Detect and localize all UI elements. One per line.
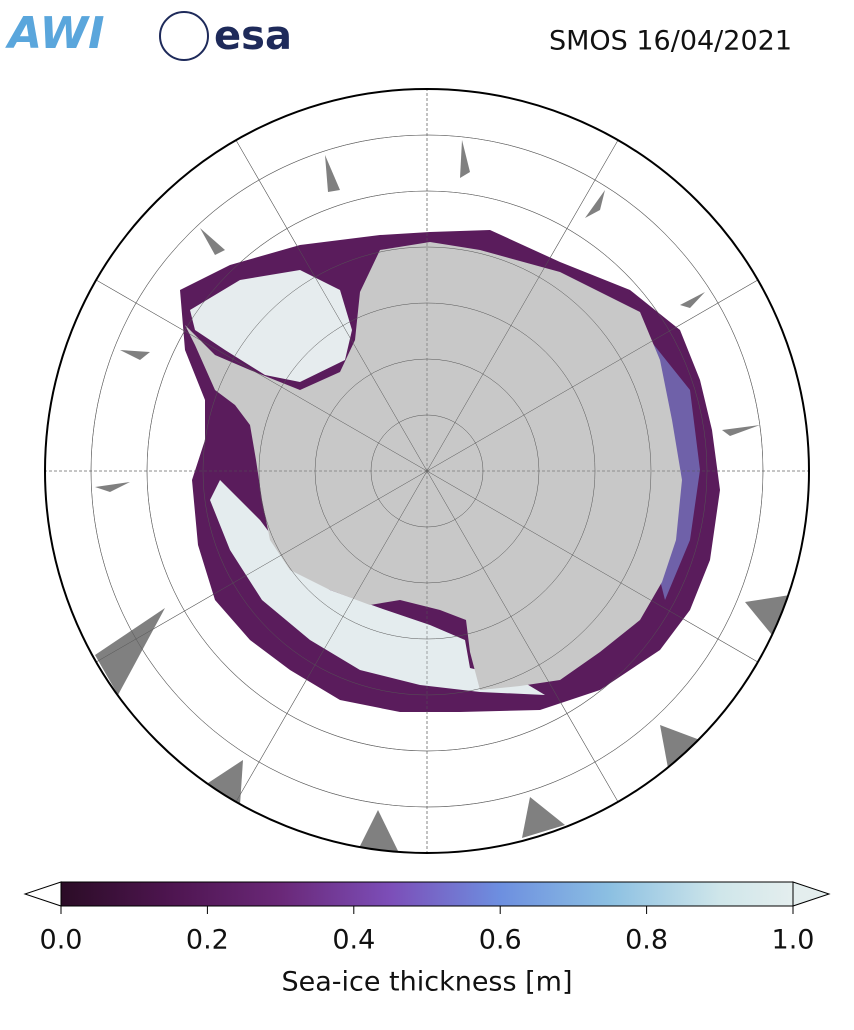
map-title: SMOS 16/04/2021 [549,26,792,57]
colorbar-tick-label: 0.2 [186,925,229,956]
meridian [231,133,428,472]
colorbar-tick-label: 0.6 [479,925,522,956]
antarctica [185,242,682,690]
colorbar-tick-label: 1.0 [772,925,815,956]
meridian [89,470,428,667]
meridian [426,133,623,472]
colorbar-tick-label: 0.4 [332,925,375,956]
meridian [231,470,428,809]
colorbar-tick-label: 0.8 [625,925,668,956]
colorbar-extend-low [23,881,62,907]
colorbar-tick-label: 0.0 [40,925,83,956]
map [45,89,809,853]
esa-logo: esa [214,13,292,59]
meridian [89,275,428,472]
ice-thick-weddell [190,270,352,382]
meridian [426,275,765,472]
colorbar-label: Sea-ice thickness [m] [281,967,572,998]
islands [95,140,790,853]
latitude-circle [202,246,652,696]
meridian [426,470,623,809]
ice-thick-ross [210,480,545,695]
esa-emblem [159,11,209,61]
meridian [426,470,765,667]
colorbar-gradient [60,881,794,907]
map-frame [44,88,810,854]
colorbar-extend-high [792,881,831,907]
awi-logo: AWI [5,8,105,59]
logos: AWI esa [5,8,292,61]
graticule-over-land [45,89,809,853]
colorbar: Sea-ice thickness [m] 0.0 0.2 0.4 0.6 0.8 1.0 [23,881,831,998]
